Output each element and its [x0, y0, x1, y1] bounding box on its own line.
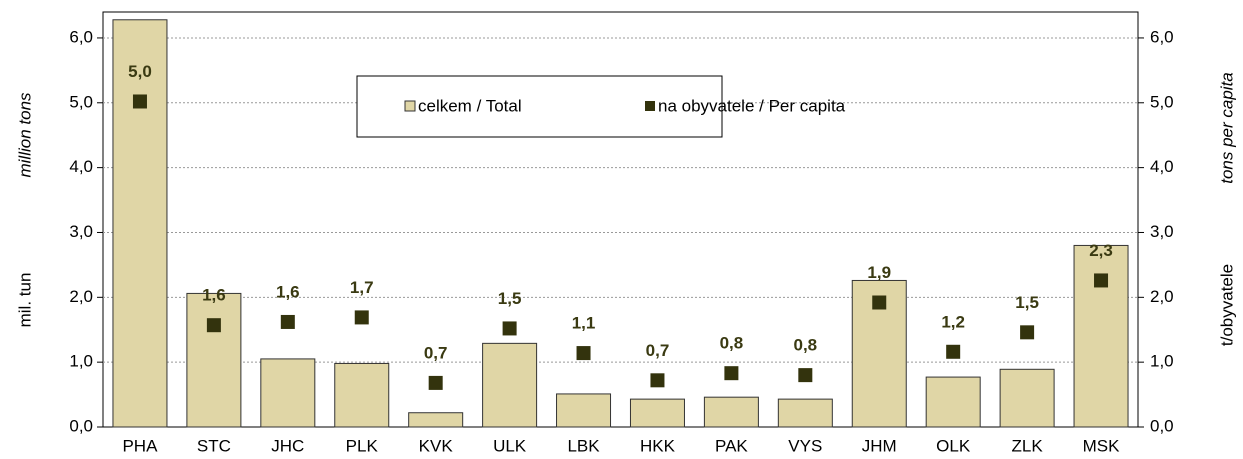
- y2-tick-label: 2,0: [1150, 287, 1174, 306]
- y2-tick-label: 0,0: [1150, 416, 1174, 435]
- y-tick-label: 2,0: [69, 287, 93, 306]
- marker: [576, 346, 591, 361]
- marker: [1094, 273, 1109, 288]
- bar: [777, 398, 833, 428]
- data-label: 0,8: [794, 336, 818, 355]
- legend-label: na obyvatele / Per capita: [658, 96, 846, 115]
- data-label: 1,7: [350, 278, 374, 297]
- data-label: 1,1: [572, 314, 596, 333]
- y-tick-label: 3,0: [69, 222, 93, 241]
- bar: [925, 376, 981, 428]
- bar: [112, 19, 168, 428]
- x-tick-label: JHC: [271, 436, 304, 455]
- bar: [186, 292, 242, 428]
- marker: [132, 94, 147, 109]
- marker: [946, 344, 961, 359]
- bar: [482, 342, 538, 428]
- y-tick-label: 0,0: [69, 416, 93, 435]
- marker: [280, 314, 295, 329]
- y2-axis-title: t/obyvatele: [1217, 264, 1236, 346]
- x-tick-label: STC: [197, 436, 231, 455]
- bar: [703, 396, 759, 428]
- bar: [1073, 244, 1129, 428]
- x-tick-label: OLK: [936, 436, 971, 455]
- x-tick-label: LBK: [567, 436, 600, 455]
- y2-tick-label: 1,0: [1150, 352, 1174, 371]
- data-label: 1,5: [498, 289, 522, 308]
- bar: [556, 393, 612, 428]
- x-tick-label: ZLK: [1012, 436, 1044, 455]
- y2-tick-label: 4,0: [1150, 157, 1174, 176]
- legend-label: celkem / Total: [418, 96, 522, 115]
- x-tick-label: VYS: [788, 436, 822, 455]
- marker: [428, 375, 443, 390]
- x-tick-label: HKK: [640, 436, 676, 455]
- x-tick-label: JHM: [862, 436, 897, 455]
- data-label: 1,2: [941, 312, 965, 331]
- marker: [724, 366, 739, 381]
- y2-tick-label: 3,0: [1150, 222, 1174, 241]
- data-label: 5,0: [128, 62, 152, 81]
- data-label: 1,6: [276, 282, 300, 301]
- data-label: 0,7: [424, 343, 448, 362]
- bar: [999, 368, 1055, 428]
- marker: [798, 368, 813, 383]
- data-label: 1,9: [867, 263, 891, 282]
- legend-swatch: [404, 100, 416, 112]
- plot-frame: [102, 11, 1139, 428]
- bar: [408, 412, 464, 428]
- data-label: 1,5: [1015, 293, 1039, 312]
- x-tick-label: PAK: [715, 436, 748, 455]
- x-tick-label: ULK: [493, 436, 527, 455]
- data-label: 0,7: [646, 341, 670, 360]
- marker: [872, 295, 887, 310]
- legend-box: [356, 75, 723, 138]
- data-label: 1,6: [202, 286, 226, 305]
- bar: [334, 362, 390, 428]
- y2-tick-label: 5,0: [1150, 92, 1174, 111]
- y-tick-label: 4,0: [69, 157, 93, 176]
- data-label: 0,8: [720, 334, 744, 353]
- bar: [260, 358, 316, 428]
- y-axis-title: mil. tun: [15, 273, 34, 328]
- y-tick-label: 1,0: [69, 352, 93, 371]
- y-axis-title: million tons: [15, 92, 34, 178]
- marker: [206, 318, 221, 333]
- y-tick-label: 5,0: [69, 92, 93, 111]
- marker: [1020, 325, 1035, 340]
- legend-swatch: [645, 101, 655, 111]
- y2-tick-label: 6,0: [1150, 27, 1174, 46]
- data-label: 2,3: [1089, 241, 1113, 260]
- bar: [629, 398, 685, 428]
- x-tick-label: MSK: [1083, 436, 1121, 455]
- marker: [502, 321, 517, 336]
- x-tick-label: PLK: [346, 436, 379, 455]
- y-tick-label: 6,0: [69, 27, 93, 46]
- x-tick-label: KVK: [419, 436, 454, 455]
- x-tick-label: PHA: [122, 436, 158, 455]
- marker: [354, 310, 369, 325]
- marker: [650, 373, 665, 388]
- y2-axis-title: tons per capita: [1217, 72, 1236, 184]
